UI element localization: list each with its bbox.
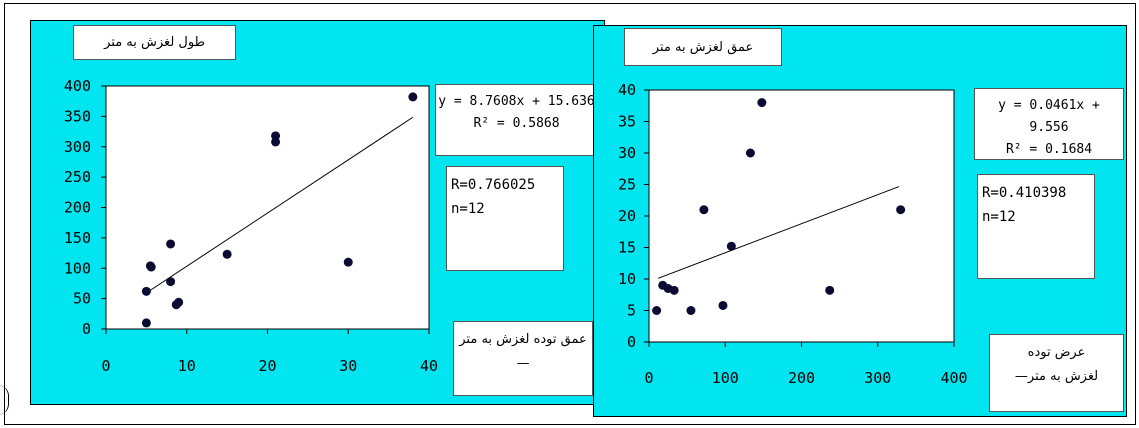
chart-2-y-tick-label: 40 bbox=[618, 81, 636, 99]
chart-1-y-tick-label: 300 bbox=[64, 138, 91, 156]
chart-2-title: عمق لغزش به متر bbox=[624, 28, 782, 66]
chart-1-trendline bbox=[146, 116, 414, 294]
chart-panel-1: طول لغزش به متر 0 10 20 30 40 0 50 100 150 200 250… bbox=[30, 20, 605, 405]
chart-1-x-tick-label: 20 bbox=[258, 357, 276, 375]
chart-2-x-tick-label: 200 bbox=[788, 369, 815, 387]
chart-2-x-tick-label: 300 bbox=[864, 369, 891, 387]
chart-1-y-tick-label: 400 bbox=[64, 77, 91, 95]
chart-2-data-point bbox=[757, 98, 767, 108]
chart-2-data-point bbox=[686, 306, 696, 315]
chart-1-data-point bbox=[145, 261, 155, 271]
chart-1-y-tick-label: 100 bbox=[64, 259, 91, 277]
chart-2-xlabel-line1: عرض توده bbox=[1027, 345, 1086, 360]
chart-2-data-point bbox=[669, 285, 679, 295]
chart-2-x-tick-label: 0 bbox=[644, 369, 653, 387]
chart-2-equation: y = 0.0461x + 9.556 bbox=[998, 98, 1100, 135]
chart-1-n-value: n=12 bbox=[451, 201, 485, 217]
chart-1-x-tick-label: 40 bbox=[420, 357, 438, 375]
chart-2-data-point bbox=[745, 148, 755, 158]
chart-2-data-point bbox=[652, 306, 662, 315]
chart-1-data-point bbox=[343, 257, 353, 267]
chart-2-xlabel-line2-row: لغزش به متر— bbox=[990, 365, 1123, 389]
chart-1-r-squared: R² = 0.5868 bbox=[473, 116, 560, 131]
chart-1-r-value: R=0.766025 bbox=[451, 177, 536, 193]
chart-panel-2: عمق لغزش به متر 0 100 200 300 400 0 5 10 15 20 25 3… bbox=[593, 25, 1127, 417]
chart-1-stats-box: R=0.766025 n=12 bbox=[446, 166, 564, 271]
chart-2-y-tick-label: 5 bbox=[627, 302, 636, 320]
chart-1-y-tick-label: 200 bbox=[64, 199, 91, 217]
chart-1-data-point bbox=[408, 92, 418, 102]
chart-2-trendline bbox=[657, 186, 900, 279]
chart-2-data-point bbox=[699, 205, 709, 215]
outer-frame bbox=[4, 3, 1136, 425]
chart-2-xlabel-line2: لغزش به متر bbox=[1027, 369, 1099, 384]
chart-1-xlabel: عمق توده لغزش به متر bbox=[459, 332, 587, 347]
chart-2-y-tick-label: 30 bbox=[618, 144, 636, 162]
chart-1-data-point bbox=[166, 277, 176, 287]
chart-1-x-tick-label: 30 bbox=[339, 357, 357, 375]
chart-1-data-point bbox=[271, 137, 281, 147]
chart-1-equation: y = 8.7608x + 15.636 bbox=[438, 94, 595, 109]
chart-2-y-tick-label: 0 bbox=[627, 333, 636, 351]
chart-2-data-point bbox=[825, 285, 835, 295]
chart-2-data-point bbox=[718, 300, 728, 310]
chart-1-legend-mark: — bbox=[516, 356, 530, 371]
chart-2-plot-area bbox=[648, 89, 955, 343]
chart-2-y-tick-label: 25 bbox=[618, 176, 636, 194]
chart-2-x-tick-label: 400 bbox=[940, 369, 967, 387]
chart-1-x-tick-label: 0 bbox=[101, 357, 110, 375]
chart-2-y-tick-label: 10 bbox=[618, 270, 636, 288]
left-bracket-mark bbox=[0, 385, 9, 415]
chart-2-data-point bbox=[726, 241, 736, 251]
chart-1-data-point bbox=[222, 249, 232, 259]
chart-1-y-tick-label: 0 bbox=[82, 320, 91, 338]
chart-1-title: طول لغزش به متر bbox=[73, 25, 236, 60]
chart-1-y-tick-label: 50 bbox=[73, 290, 91, 308]
chart-2-r-squared: R² = 0.1684 bbox=[1005, 142, 1093, 157]
chart-2-svg: 0 100 200 300 400 0 5 10 15 20 25 30 35 40 bbox=[618, 81, 968, 387]
chart-1-data-point bbox=[174, 297, 184, 307]
chart-1-xlabel-box: عمق توده لغزش به متر — bbox=[453, 321, 593, 396]
chart-2-legend-mark: — bbox=[1014, 369, 1028, 384]
chart-2-r-value: R=0.410398 bbox=[982, 185, 1067, 201]
chart-2-y-tick-label: 20 bbox=[618, 207, 636, 225]
chart-2-data-point bbox=[896, 205, 906, 215]
chart-1-plot-area bbox=[105, 85, 430, 330]
chart-2-y-tick-label: 15 bbox=[618, 239, 636, 257]
chart-1-legend-mark-line: — bbox=[454, 352, 592, 376]
chart-1-data-point bbox=[141, 318, 151, 328]
chart-2-xlabel-box: عرض توده لغزش به متر— bbox=[989, 334, 1124, 412]
chart-2-n-value: n=12 bbox=[982, 209, 1016, 225]
chart-1-data-point bbox=[141, 286, 151, 296]
chart-1-data-point bbox=[166, 239, 176, 249]
chart-2-stats-box: R=0.410398 n=12 bbox=[977, 174, 1095, 279]
chart-1-x-tick-label: 10 bbox=[178, 357, 196, 375]
chart-1-y-tick-label: 250 bbox=[64, 168, 91, 186]
chart-2-equation-box: y = 0.0461x + 9.556 R² = 0.1684 bbox=[974, 88, 1124, 160]
chart-2-x-tick-label: 100 bbox=[712, 369, 739, 387]
chart-1-y-tick-label: 150 bbox=[64, 229, 91, 247]
chart-1-equation-box: y = 8.7608x + 15.636 R² = 0.5868 bbox=[435, 84, 598, 156]
chart-2-y-tick-label: 35 bbox=[618, 113, 636, 131]
chart-1-y-tick-label: 350 bbox=[64, 107, 91, 125]
